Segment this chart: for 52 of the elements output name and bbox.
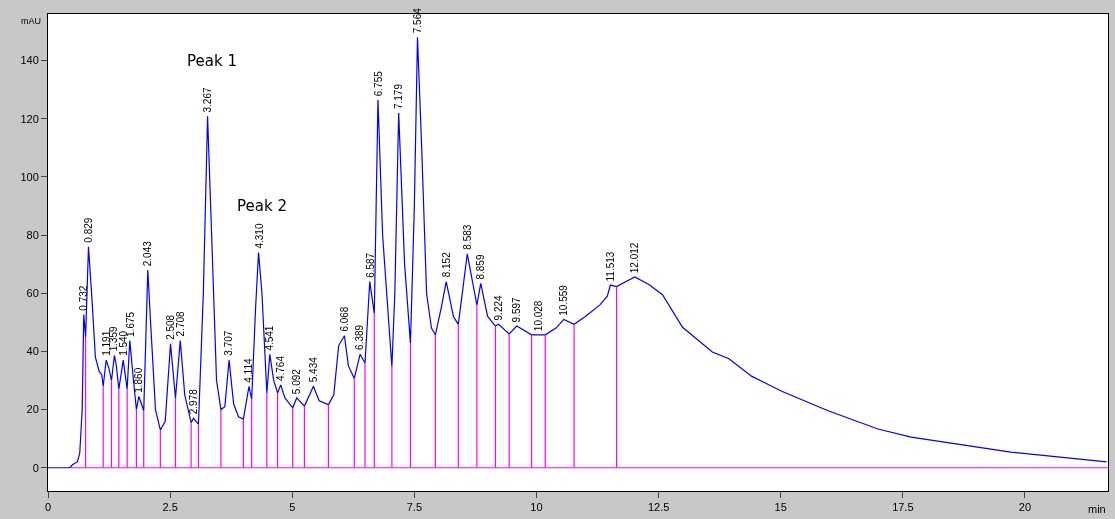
annotation: 8.583 — [461, 224, 473, 250]
line-series — [48, 36, 1108, 469]
x-tick-label: 2.5 — [162, 501, 178, 514]
annotation: 11.513 — [605, 251, 617, 282]
annotation: 6.389 — [354, 324, 366, 350]
annotation: 1.860 — [132, 367, 144, 393]
x-tick-label: 15 — [774, 501, 787, 514]
annotation: 6.755 — [372, 70, 384, 97]
x-tick-label: 5 — [289, 501, 296, 514]
annotation: 2.508 — [165, 314, 177, 340]
annotation: 5.092 — [291, 368, 303, 395]
annotation: 6.587 — [364, 252, 376, 278]
annotation: 8.152 — [441, 251, 453, 278]
annotation: 2.043 — [142, 240, 154, 267]
annotation: Peak 1 — [187, 52, 237, 70]
annotation: 9.597 — [511, 296, 523, 323]
annotation: 3.267 — [201, 87, 213, 113]
y-tick-label: 100 — [20, 170, 39, 183]
x-tick-label: 10 — [530, 501, 543, 514]
annotation: 3.707 — [223, 330, 235, 356]
annotation: 2.708 — [175, 310, 187, 337]
x-tick-label: 20 — [1018, 501, 1032, 514]
y-axis-title: mAU — [21, 16, 41, 26]
annotation: 12.012 — [629, 242, 641, 274]
x-tick-label: 12.5 — [647, 501, 670, 514]
annotation: 9.224 — [492, 294, 504, 321]
annotation: 4.114 — [243, 358, 255, 383]
y-tick-label: 40 — [26, 345, 39, 358]
annotation: 8.859 — [474, 254, 486, 280]
annotation: Peak 2 — [237, 197, 287, 215]
x-tick-label: 17.5 — [892, 501, 914, 514]
y-tick-label: 120 — [20, 112, 39, 125]
annotation: 10.559 — [557, 284, 569, 316]
y-tick-label: 60 — [26, 287, 39, 300]
annotation: 4.764 — [275, 355, 287, 382]
x-axis-title: min — [1088, 503, 1106, 515]
x-tick-label: 0 — [44, 501, 52, 514]
annotation: 4.541 — [264, 325, 276, 351]
y-tick-label: 0 — [32, 461, 39, 474]
y-tick-label: 20 — [26, 403, 39, 416]
y-tick-label: 80 — [26, 228, 39, 241]
annotation: 7.564 — [411, 7, 423, 34]
annotation: 5.434 — [307, 356, 319, 383]
annotation: 7.179 — [393, 83, 405, 110]
annotation: 0.732 — [77, 285, 89, 311]
y-tick-label: 140 — [20, 54, 39, 67]
annotation: 4.310 — [253, 223, 265, 249]
annotation: 2.978 — [187, 388, 199, 415]
annotation: 6.068 — [339, 306, 351, 332]
annotation: 10.028 — [532, 300, 544, 332]
x-tick-label: 7.5 — [406, 501, 423, 514]
annotation: 0.829 — [83, 217, 95, 243]
